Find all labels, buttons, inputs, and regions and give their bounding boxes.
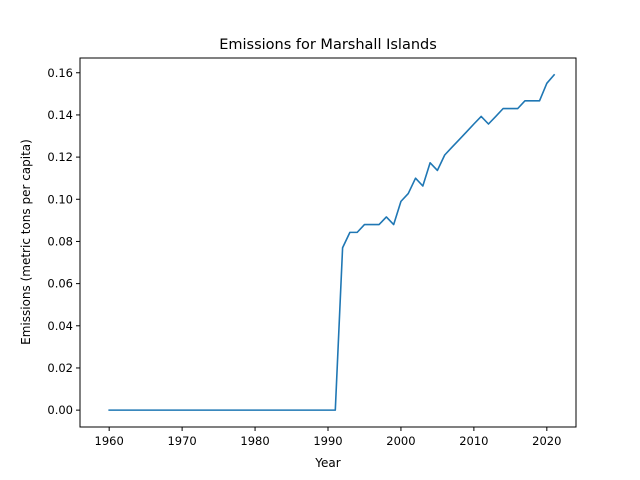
x-tick-label: 1970	[167, 434, 196, 448]
x-tick-label: 2020	[532, 434, 561, 448]
x-axis-label: Year	[314, 456, 340, 470]
y-tick-label: 0.06	[47, 277, 73, 291]
y-tick-label: 0.14	[47, 108, 73, 122]
y-tick-label: 0.00	[47, 403, 73, 417]
x-tick-label: 1980	[240, 434, 269, 448]
y-tick-label: 0.12	[47, 150, 73, 164]
chart-title: Emissions for Marshall Islands	[219, 37, 437, 53]
y-axis-ticks: 0.00 0.02 0.04 0.06 0.08 0.10 0.12 0.14 0.16	[47, 66, 80, 417]
y-tick-label: 0.02	[47, 361, 73, 375]
plot-area	[108, 73, 556, 411]
x-tick-label: 2000	[386, 434, 415, 448]
y-tick-label: 0.08	[47, 234, 73, 248]
y-axis-label: Emissions (metric tons per capita)	[19, 139, 33, 345]
x-tick-label: 2010	[459, 434, 488, 448]
x-tick-label: 1990	[313, 434, 342, 448]
axes-frame	[79, 57, 577, 428]
y-tick-label: 0.16	[47, 66, 73, 80]
y-tick-label: 0.10	[47, 192, 73, 206]
x-axis-ticks: 1960 1970 1980 1990 2000 2010 2020	[95, 427, 561, 448]
y-tick-label: 0.04	[47, 319, 73, 333]
series-line-0	[108, 73, 556, 411]
x-tick-label: 1960	[95, 434, 124, 448]
